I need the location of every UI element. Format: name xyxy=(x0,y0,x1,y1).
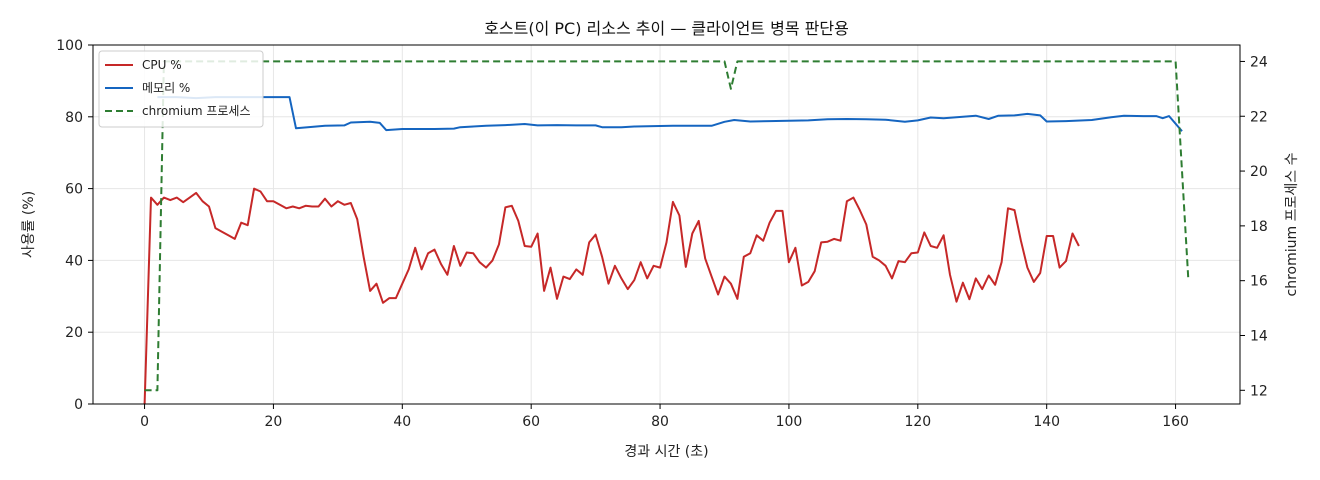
legend-label-0: CPU % xyxy=(142,58,182,72)
y2-tick-label: 16 xyxy=(1250,274,1268,290)
y-tick-label: 80 xyxy=(65,110,83,126)
y-tick-label: 60 xyxy=(65,182,83,198)
x-tick-label: 60 xyxy=(522,414,540,430)
x-tick-label: 40 xyxy=(393,414,411,430)
x-tick-label: 160 xyxy=(1162,414,1189,430)
legend-box xyxy=(98,50,264,128)
y2-tick-label: 20 xyxy=(1250,164,1268,180)
y2-tick-label: 24 xyxy=(1250,54,1268,70)
x-tick-label: 80 xyxy=(651,414,669,430)
chart-title: 호스트(이 PC) 리소스 추이 — 클라이언트 병목 판단용 xyxy=(484,19,849,38)
grid xyxy=(93,44,1240,405)
y-tick-label: 40 xyxy=(65,253,83,269)
y-tick-label: 20 xyxy=(65,325,83,341)
legend: CPU % 메모리 % chromium 프로세스 xyxy=(98,50,264,128)
y-tick-label: 100 xyxy=(56,38,83,54)
series-line-1 xyxy=(157,96,1183,132)
series-line-2 xyxy=(144,60,1190,392)
x-tick-label: 140 xyxy=(1033,414,1060,430)
y2-tick-label: 14 xyxy=(1250,328,1268,344)
x-axis-title: 경과 시간 (초) xyxy=(624,444,708,460)
x-tick-label: 120 xyxy=(904,414,931,430)
x-tick-label: 20 xyxy=(265,414,283,430)
y-tick-label: 0 xyxy=(74,397,83,413)
y2-tick-label: 22 xyxy=(1250,109,1268,125)
y2-axis-title: chromium 프로세스 수 xyxy=(1284,152,1300,296)
y2-tick-label: 12 xyxy=(1250,383,1268,399)
y-axis-title: 사용률 (%) xyxy=(21,191,37,258)
legend-label-1: 메모리 % xyxy=(142,81,190,95)
ticks: 0 20 40 60 80 100 120 140 160 0 20 40 60 80 100 12 14 16 1… xyxy=(56,38,1268,430)
series-layer xyxy=(143,60,1190,405)
x-tick-label: 100 xyxy=(776,414,803,430)
series-line-0 xyxy=(143,187,1080,405)
y2-tick-label: 18 xyxy=(1250,219,1268,235)
plot-frame xyxy=(92,44,1241,405)
legend-label-2: chromium 프로세스 xyxy=(142,104,251,118)
x-tick-label: 0 xyxy=(140,414,149,430)
